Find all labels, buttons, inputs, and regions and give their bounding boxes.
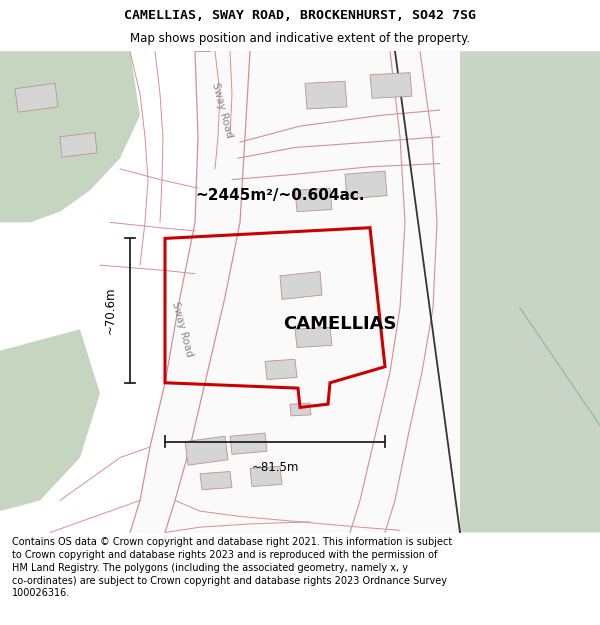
Text: CAMELLIAS: CAMELLIAS bbox=[283, 315, 397, 333]
Polygon shape bbox=[185, 436, 228, 465]
Text: CAMELLIAS, SWAY ROAD, BROCKENHURST, SO42 7SG: CAMELLIAS, SWAY ROAD, BROCKENHURST, SO42… bbox=[124, 9, 476, 22]
Polygon shape bbox=[165, 51, 460, 532]
Text: Map shows position and indicative extent of the property.: Map shows position and indicative extent… bbox=[130, 32, 470, 45]
Polygon shape bbox=[130, 51, 250, 532]
Text: Sway Road: Sway Road bbox=[170, 301, 194, 358]
Polygon shape bbox=[15, 83, 58, 112]
Polygon shape bbox=[370, 72, 412, 98]
Polygon shape bbox=[295, 188, 332, 212]
Text: ~70.6m: ~70.6m bbox=[104, 287, 116, 334]
Polygon shape bbox=[280, 271, 322, 299]
Polygon shape bbox=[60, 132, 97, 157]
Text: ~2445m²/~0.604ac.: ~2445m²/~0.604ac. bbox=[195, 188, 365, 203]
Polygon shape bbox=[345, 171, 387, 199]
Polygon shape bbox=[295, 327, 332, 348]
Polygon shape bbox=[0, 329, 100, 511]
Polygon shape bbox=[0, 51, 140, 222]
Text: Contains OS data © Crown copyright and database right 2021. This information is : Contains OS data © Crown copyright and d… bbox=[12, 537, 452, 598]
Polygon shape bbox=[250, 466, 282, 486]
Polygon shape bbox=[305, 81, 347, 109]
Polygon shape bbox=[200, 471, 232, 490]
Text: Sway Road: Sway Road bbox=[210, 81, 234, 139]
Text: ~81.5m: ~81.5m bbox=[251, 461, 299, 474]
Polygon shape bbox=[290, 403, 311, 416]
Polygon shape bbox=[230, 433, 267, 454]
Polygon shape bbox=[265, 359, 297, 379]
Polygon shape bbox=[440, 51, 600, 532]
